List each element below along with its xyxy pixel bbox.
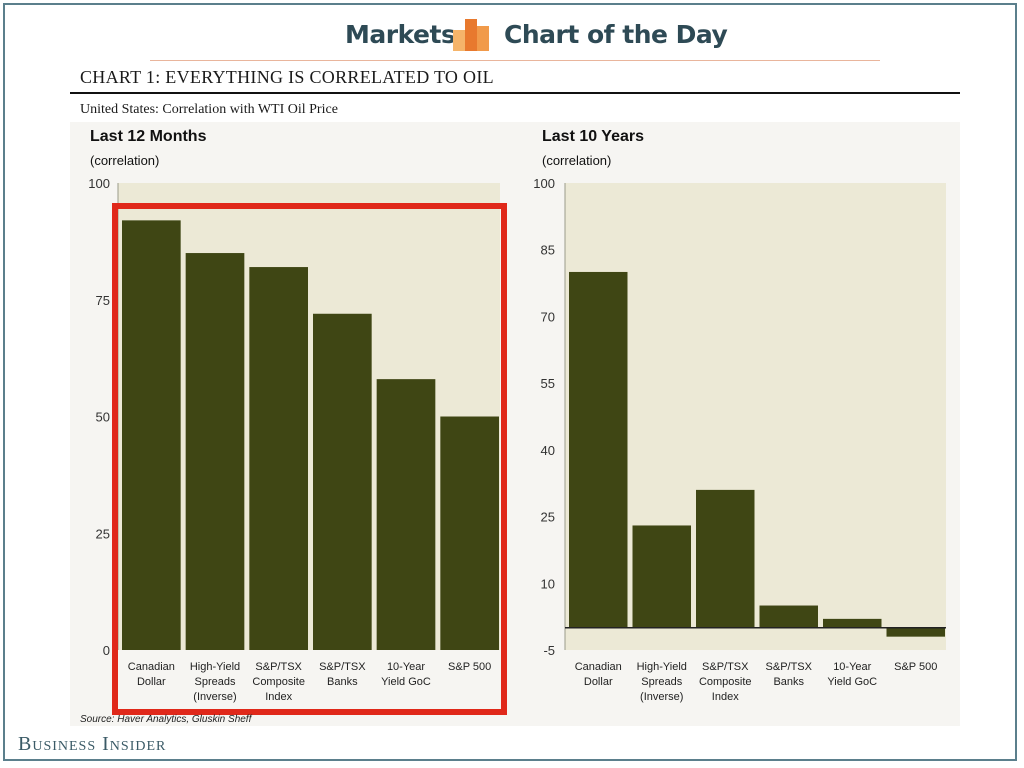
bar-3 bbox=[313, 313, 372, 650]
category-label: S&P/TSX bbox=[255, 661, 302, 673]
category-label: (Inverse) bbox=[193, 691, 236, 703]
category-label: Dollar bbox=[137, 676, 166, 688]
category-label: High-Yield bbox=[190, 661, 240, 673]
y-tick-label: 75 bbox=[96, 293, 110, 308]
section-label[interactable]: Markets bbox=[345, 20, 456, 49]
bar-0 bbox=[122, 220, 181, 651]
y-tick-label: -5 bbox=[543, 643, 555, 658]
category-label: 10-Year bbox=[387, 661, 425, 673]
y-tick-label: 50 bbox=[96, 410, 110, 425]
category-label: Index bbox=[712, 691, 739, 703]
category-label: S&P/TSX bbox=[766, 661, 813, 673]
brand-wordmark: Business Insider bbox=[18, 733, 167, 755]
title-divider bbox=[70, 92, 960, 94]
y-tick-label: 25 bbox=[541, 510, 555, 525]
feature-label[interactable]: Chart of the Day bbox=[504, 20, 728, 49]
bar-1 bbox=[632, 525, 691, 628]
category-label: High-Yield bbox=[637, 661, 687, 673]
category-label: S&P/TSX bbox=[702, 661, 749, 673]
chart-subtitle: United States: Correlation with WTI Oil … bbox=[80, 102, 338, 117]
category-label: Dollar bbox=[584, 676, 613, 688]
bar-chart-logo-icon bbox=[452, 18, 490, 57]
category-label: Composite bbox=[252, 676, 305, 688]
highlight-box bbox=[112, 203, 507, 715]
category-label: 10-Year bbox=[833, 661, 871, 673]
category-label: Yield GoC bbox=[827, 676, 877, 688]
bar-0 bbox=[569, 271, 628, 628]
bar-5 bbox=[886, 627, 945, 637]
y-tick-label: 40 bbox=[541, 443, 555, 458]
logo-bar-left bbox=[453, 30, 465, 51]
chart-title: Last 10 Years bbox=[542, 128, 644, 145]
bar-5 bbox=[440, 416, 499, 650]
logo-bar-right bbox=[477, 26, 489, 51]
chart-title: Last 12 Months bbox=[90, 128, 207, 145]
bar-4 bbox=[376, 379, 436, 650]
y-tick-label: 100 bbox=[533, 176, 555, 191]
plot-area bbox=[118, 183, 500, 650]
plot-area bbox=[565, 183, 946, 650]
category-label: S&P 500 bbox=[448, 661, 491, 673]
page-title: CHART 1: EVERYTHING IS CORRELATED TO OIL bbox=[80, 67, 494, 87]
header: Markets Chart of the Day bbox=[0, 18, 1024, 58]
y-tick-label: 70 bbox=[541, 309, 555, 324]
category-label: S&P 500 bbox=[894, 661, 937, 673]
y-tick-label: 25 bbox=[96, 526, 110, 541]
bar-2 bbox=[249, 267, 308, 650]
category-label: Yield GoC bbox=[381, 676, 431, 688]
category-label: Index bbox=[265, 691, 292, 703]
y-tick-label: 55 bbox=[541, 376, 555, 391]
y-tick-label: 85 bbox=[541, 243, 555, 258]
y-axis-label: (correlation) bbox=[90, 153, 159, 168]
y-tick-label: 100 bbox=[88, 176, 110, 191]
category-label: Banks bbox=[773, 676, 804, 688]
bar-3 bbox=[759, 605, 818, 628]
y-tick-label: 10 bbox=[541, 576, 555, 591]
bar-4 bbox=[823, 618, 882, 628]
y-axis-label: (correlation) bbox=[542, 153, 611, 168]
source-note: Source: Haver Analytics, Gluskin Sheff bbox=[80, 714, 252, 725]
bar-1 bbox=[185, 253, 245, 651]
category-label: Banks bbox=[327, 676, 358, 688]
y-tick-label: 0 bbox=[103, 643, 110, 658]
category-label: Canadian bbox=[128, 661, 175, 673]
header-divider bbox=[150, 60, 880, 61]
category-label: S&P/TSX bbox=[319, 661, 366, 673]
category-label: Spreads bbox=[641, 676, 682, 688]
logo-bar-middle bbox=[465, 19, 477, 51]
bar-2 bbox=[696, 489, 755, 628]
category-label: Composite bbox=[699, 676, 752, 688]
category-label: (Inverse) bbox=[640, 691, 683, 703]
category-label: Canadian bbox=[575, 661, 622, 673]
outer-frame bbox=[3, 3, 1017, 761]
category-label: Spreads bbox=[195, 676, 236, 688]
